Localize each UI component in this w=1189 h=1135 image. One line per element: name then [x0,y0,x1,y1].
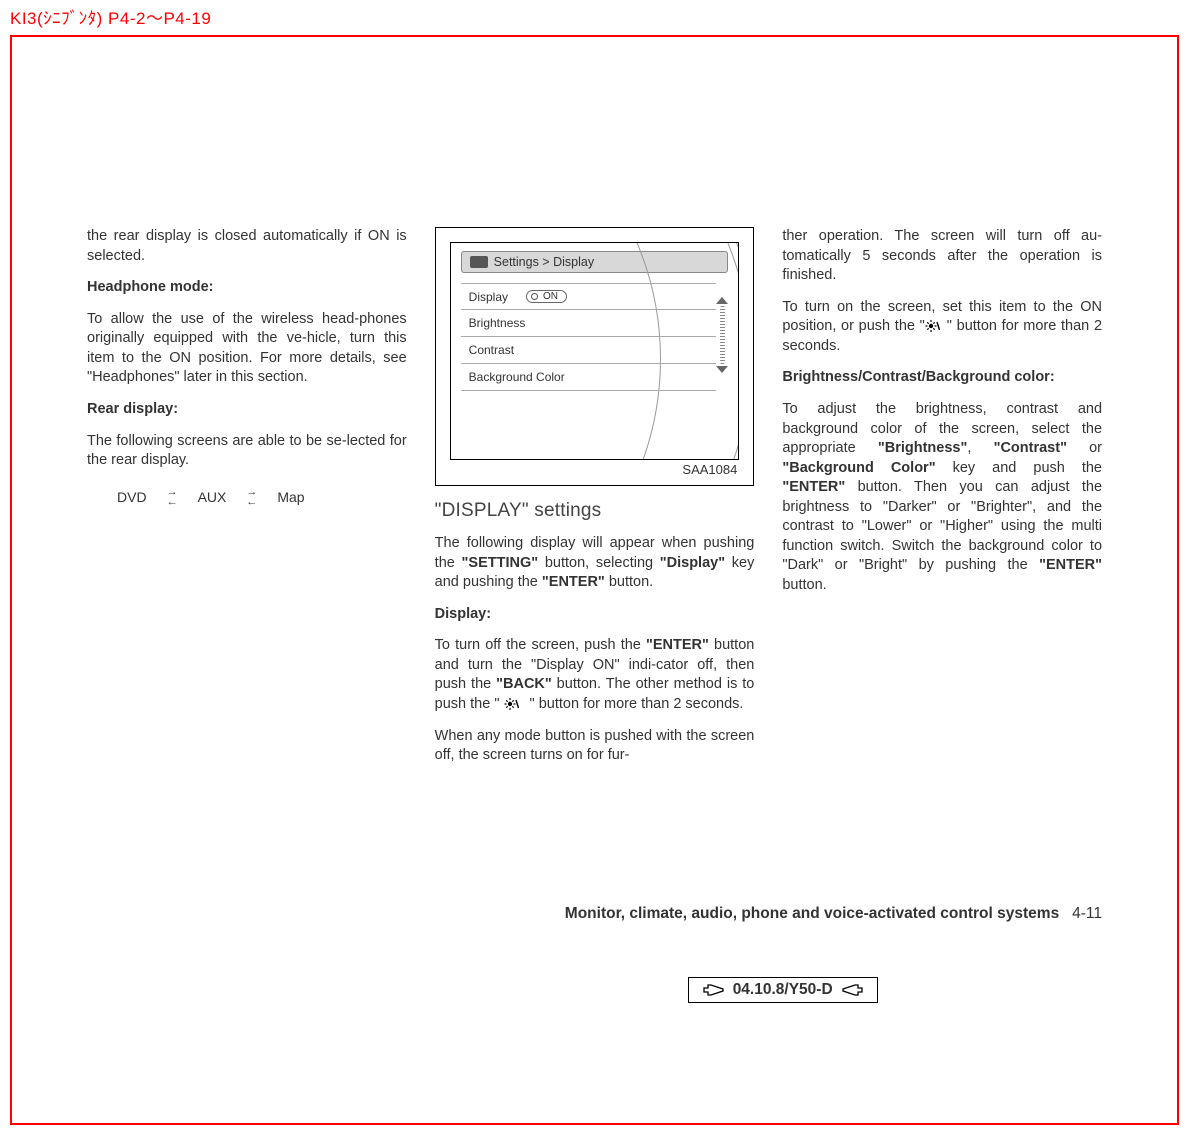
col3-p3: To adjust the brightness, contrast and b… [782,400,1102,596]
on-text: ON [543,291,558,302]
column-2: Settings > Display Display ON [435,227,755,778]
footer-page-number: 4-11 [1072,905,1102,922]
scroll-up-icon [716,297,728,304]
content-columns: the rear display is closed automatically… [87,227,1102,778]
col2-p2f: " button for more than 2 seconds. [526,696,744,712]
figure-box: Settings > Display Display ON [435,227,755,486]
nav-arrows-2: →← [246,487,257,507]
figure-scrollbar [716,297,728,375]
col2-h1: Display: [435,605,755,625]
figure-menu-area: Display ON Brightness Contrast [461,279,717,434]
col3-p1: ther operation. The screen will turn off… [782,227,1102,286]
hand-right-icon [703,983,725,997]
hand-left-icon [841,983,863,997]
column-3: ther operation. The screen will turn off… [782,227,1102,778]
col3-p2: To turn on the screen, set this item to … [782,298,1102,357]
display-settings-title: "DISPLAY" settings [435,500,755,522]
menu-row-bgcolor: Background Color [461,364,717,391]
col3-h1: Brightness/Contrast/Background color: [782,368,1102,388]
footer-section-name: Monitor, climate, audio, phone and voice… [565,905,1059,922]
col1-p3: The following screens are able to be se-… [87,432,407,471]
col2-p2: To turn off the screen, push the "ENTER"… [435,636,755,714]
col2-p1d: "Display" [660,555,725,571]
figure-id: SAA1084 [450,460,740,477]
col3-p3k: button. [782,577,826,593]
col1-p2: To allow the use of the wireless head-ph… [87,310,407,388]
scroll-down-icon [716,366,728,373]
col3-p3f: "Background Color" [782,460,935,476]
footer-section: Monitor, climate, audio, phone and voice… [87,905,1102,923]
col1-h1: Headphone mode: [87,278,407,298]
rear-display-nav: DVD →← AUX →← Map [87,483,407,507]
date-stamp: 04.10.8/Y50-D [688,977,878,1003]
col3-p3g: key and push the [936,460,1102,476]
col2-p2a: To turn off the screen, push the [435,637,646,653]
col2-p1: The following display will appear when p… [435,534,755,593]
col3-p3j: "ENTER" [1039,557,1102,573]
column-1: the rear display is closed automatically… [87,227,407,778]
brightness-icon-2 [925,319,947,333]
col2-p1f: "ENTER" [542,574,605,590]
menu-label-bgcolor: Background Color [469,370,565,384]
col3-p3h: "ENTER" [782,479,845,495]
menu-row-contrast: Contrast [461,337,717,364]
col1-p1: the rear display is closed automatically… [87,227,407,266]
col3-p3b: "Brightness" [878,440,968,456]
stamp-text: 04.10.8/Y50-D [733,981,833,999]
nav-aux: AUX [186,489,239,505]
nav-dvd: DVD [105,489,159,505]
menu-label-contrast: Contrast [469,343,514,357]
header-line: KI3(ｼﾆﾌﾞﾝﾀ) P4-2～P4-19 [0,0,1189,35]
menu-row-brightness: Brightness [461,310,717,337]
figure-menu-lines: Display ON Brightness Contrast [461,283,717,391]
menu-label-brightness: Brightness [469,316,526,330]
figure-screen: Settings > Display Display ON [450,242,740,460]
col2-p1g: button. [605,574,653,590]
col2-p1c: button, selecting [538,555,660,571]
col3-p3e: or [1067,440,1102,456]
col2-p3: When any mode button is pushed with the … [435,727,755,766]
scroll-track [720,306,725,364]
menu-on-pill: ON [526,290,567,303]
nav-arrows-1: →← [167,487,178,507]
page-frame: the rear display is closed automatically… [10,35,1179,1125]
col1-h2: Rear display: [87,400,407,420]
col3-p3c: , [967,440,993,456]
brightness-icon [504,697,526,711]
nav-map: Map [265,489,316,505]
col2-p1b: "SETTING" [462,555,539,571]
menu-row-display: Display ON [461,283,717,310]
menu-label-display: Display [469,290,508,304]
col2-p2b: "ENTER" [646,637,709,653]
col3-p3d: "Contrast" [994,440,1067,456]
col2-p2d: "BACK" [496,676,552,692]
on-dot-icon [531,293,538,300]
